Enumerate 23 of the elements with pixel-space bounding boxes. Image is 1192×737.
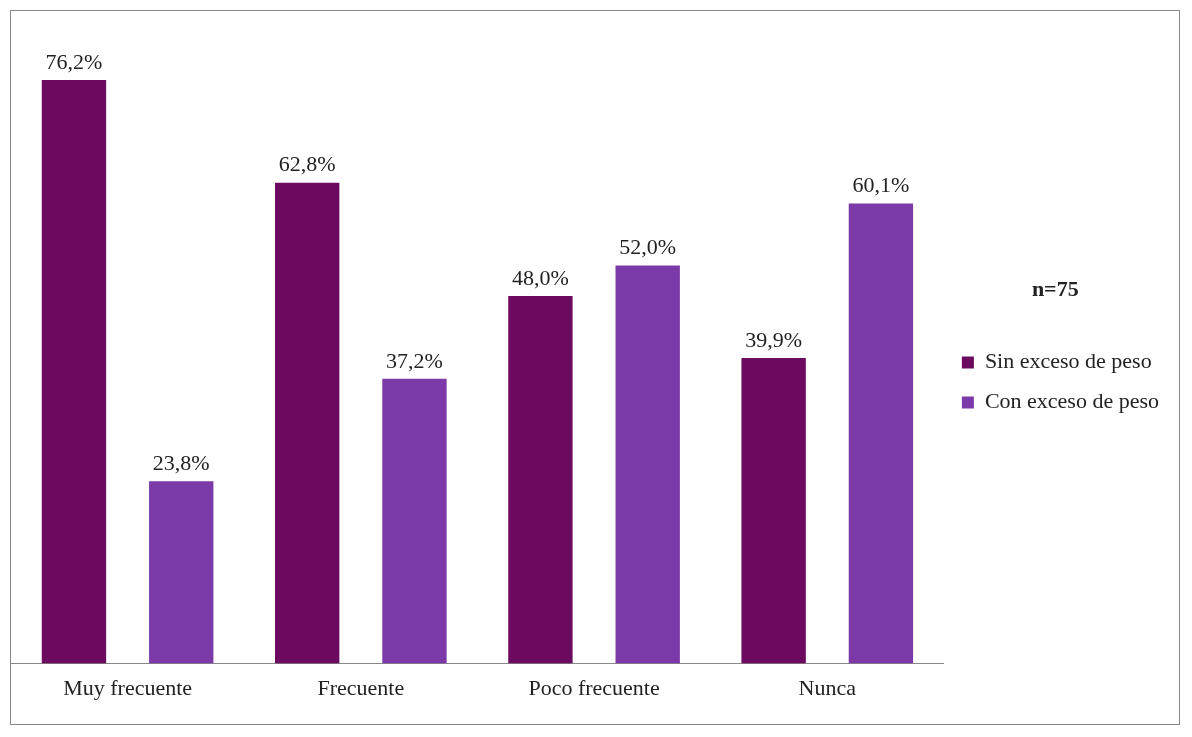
legend-label: Sin exceso de peso: [984, 348, 1152, 374]
bar: [508, 296, 573, 664]
data-label: 60,1%: [852, 172, 910, 198]
data-label: 37,2%: [386, 347, 443, 373]
data-label: 48,0%: [512, 264, 569, 290]
bar: [41, 80, 107, 664]
x-tick-label: Nunca: [798, 674, 857, 700]
data-label: 76,2%: [45, 48, 103, 74]
bar: [848, 203, 914, 664]
bar: [615, 265, 680, 664]
data-label: 39,9%: [745, 326, 803, 352]
text: n=75: [1031, 276, 1079, 302]
bar: [275, 182, 340, 664]
bar: [741, 358, 806, 664]
x-tick-label: Muy frecuente: [63, 674, 193, 700]
x-tick-label: Poco frecuente: [528, 674, 660, 700]
data-label: 62,8%: [278, 151, 336, 177]
x-tick-label: Frecuente: [317, 674, 405, 700]
data-label: 23,8%: [152, 450, 210, 476]
legend-label: Con exceso de peso: [984, 388, 1159, 414]
bar: [149, 481, 214, 664]
bar: [382, 378, 447, 664]
data-label: 52,0%: [619, 234, 677, 260]
